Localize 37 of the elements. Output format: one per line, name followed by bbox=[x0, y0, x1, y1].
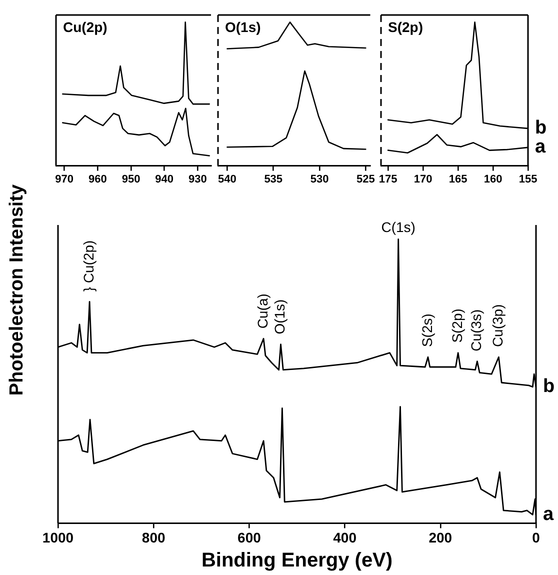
annotation: Cu(3p) bbox=[490, 304, 506, 348]
x-tick-label: 0 bbox=[532, 529, 540, 546]
annotation: S(2p) bbox=[448, 308, 465, 343]
annotation: Cu(a) bbox=[254, 294, 270, 329]
x-tick-label: 540 bbox=[218, 173, 236, 186]
x-tick-label: 600 bbox=[238, 529, 262, 546]
x-tick-label: 200 bbox=[428, 529, 452, 546]
series-label: b bbox=[535, 118, 547, 139]
x-tick-label: 400 bbox=[333, 529, 357, 546]
chart-title: O(1s) bbox=[225, 18, 261, 35]
x-tick-label: 155 bbox=[518, 173, 538, 186]
x-tick-label: 970 bbox=[55, 173, 74, 186]
annotation: } Cu(2p) bbox=[80, 240, 96, 292]
series-label: a bbox=[543, 504, 554, 525]
annotation: S(2s) bbox=[418, 314, 435, 348]
chart-title: Cu(2p) bbox=[63, 18, 108, 35]
x-tick-label: 930 bbox=[188, 173, 207, 186]
x-tick-label: 950 bbox=[122, 173, 140, 186]
x-tick-label: 940 bbox=[155, 173, 174, 186]
series-label: b bbox=[543, 376, 555, 398]
x-tick-label: 1000 bbox=[42, 529, 74, 546]
series-label: a bbox=[535, 136, 546, 158]
x-tick-label: 170 bbox=[414, 173, 432, 186]
annotation: C(1s) bbox=[381, 219, 416, 236]
x-tick-label: 525 bbox=[356, 173, 375, 186]
x-tick-label: 530 bbox=[310, 173, 329, 186]
x-tick-label: 175 bbox=[378, 173, 398, 186]
annotation: Cu(3s) bbox=[468, 309, 484, 352]
x-tick-label: 165 bbox=[448, 173, 468, 186]
annotation: O(1s) bbox=[272, 299, 288, 334]
y-axis-title: Photoelectron Intensity bbox=[6, 184, 28, 396]
x-tick-label: 960 bbox=[88, 173, 107, 186]
x-axis-title: Binding Energy (eV) bbox=[201, 550, 393, 572]
x-tick-label: 535 bbox=[264, 173, 283, 186]
x-tick-label: 160 bbox=[484, 173, 502, 186]
chart-title: S(2p) bbox=[388, 18, 423, 35]
x-tick-label: 800 bbox=[142, 529, 166, 546]
